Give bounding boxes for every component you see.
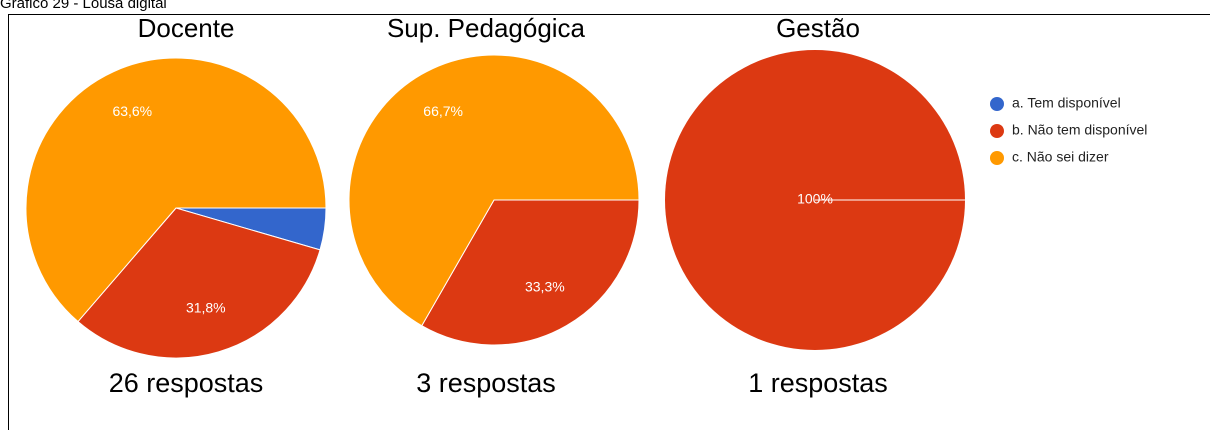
pie-slice bbox=[348, 54, 640, 327]
legend-label: b. Não tem disponível bbox=[1012, 122, 1147, 138]
pie-title: Sup. Pedagógica bbox=[387, 13, 586, 43]
pie-slice bbox=[421, 199, 640, 346]
pie-slice bbox=[25, 57, 327, 323]
legend-swatch bbox=[990, 124, 1004, 138]
pie-subtitle: 26 respostas bbox=[109, 368, 264, 398]
frame bbox=[8, 14, 1210, 430]
slice-label: 100% bbox=[797, 191, 833, 207]
legend-label: a. Tem disponível bbox=[1012, 95, 1121, 111]
legend-label: c. Não sei dizer bbox=[1012, 149, 1109, 165]
pie-subtitle: 3 respostas bbox=[416, 368, 556, 398]
slice-label: 63,6% bbox=[112, 103, 152, 119]
slice-label: 33,3% bbox=[525, 279, 565, 295]
pie-title: Gestão bbox=[776, 13, 860, 43]
slice-label: 31,8% bbox=[186, 299, 226, 315]
figure-title: Gráfico 29 - Lousa digital bbox=[0, 0, 167, 12]
pie-subtitle: 1 respostas bbox=[748, 368, 888, 398]
pie-title: Docente bbox=[138, 13, 235, 43]
slice-label: 66,7% bbox=[423, 103, 463, 119]
legend-swatch bbox=[990, 97, 1004, 111]
legend-swatch bbox=[990, 151, 1004, 165]
pie-slice bbox=[77, 207, 321, 359]
